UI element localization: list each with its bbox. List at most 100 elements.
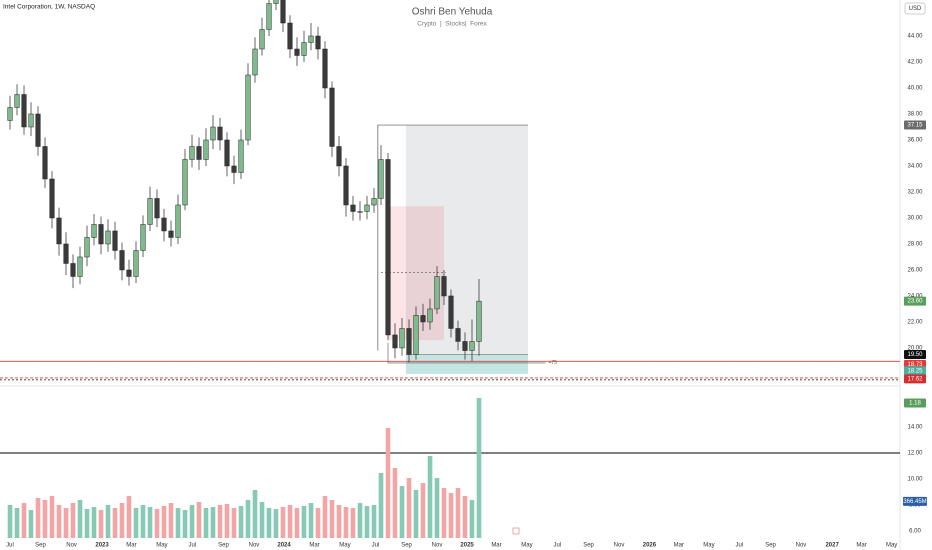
- x-tick-label: 2025: [460, 543, 474, 549]
- y-tick-label: 24.00: [907, 294, 923, 300]
- x-tick-label: Jul: [6, 543, 14, 549]
- price-label-bg: [904, 296, 926, 306]
- candle-body: [238, 139, 244, 173]
- candle-body: [455, 328, 461, 342]
- price-label-bg: [904, 374, 926, 384]
- candle-body: [189, 146, 195, 160]
- candle-body: [420, 315, 426, 323]
- candle-body: [462, 341, 468, 351]
- candle-body: [63, 243, 69, 264]
- price-label: 17.62: [907, 376, 923, 382]
- volume-bar: [392, 468, 398, 538]
- y-tick-label: 20.00: [907, 346, 923, 352]
- candle-body: [357, 211, 363, 213]
- volume-bar: [105, 505, 111, 538]
- volume-bar: [266, 508, 272, 538]
- volume-bar: [448, 493, 454, 538]
- candle-body: [322, 48, 328, 89]
- volume-bar: [245, 500, 251, 538]
- candle-body: [413, 315, 419, 355]
- price-label: 19.50: [907, 352, 923, 358]
- volume-bar: [329, 500, 335, 538]
- x-tick-label: Nov: [614, 543, 625, 549]
- y2-tick-label: 6.00: [909, 529, 921, 535]
- icon[interactable]: [512, 527, 520, 535]
- x-tick-label: Sep: [218, 543, 229, 549]
- price-label: 37.15: [907, 123, 923, 129]
- volume-bar: [224, 504, 230, 538]
- x-tick-label: Sep: [401, 543, 412, 549]
- y-tick-label: 36.00: [907, 138, 923, 144]
- x-tick-label: Sep: [35, 543, 46, 549]
- price-label-bg: [904, 349, 926, 359]
- volume-bar: [238, 506, 244, 538]
- candle-body: [315, 35, 321, 50]
- currency[interactable]: USD: [909, 6, 922, 12]
- volume-bar: [231, 508, 237, 538]
- candle-body: [98, 224, 104, 245]
- candle-body: [259, 29, 265, 50]
- chart-title: Intel Corporation, 1W, NASDAQ: [3, 4, 95, 11]
- x-tick-label: Jul: [189, 543, 197, 549]
- volume-bar: [294, 508, 300, 538]
- candle-body: [42, 146, 48, 180]
- x-tick-label: Jul: [554, 543, 562, 549]
- candle-body: [210, 126, 216, 141]
- bracket: [387, 342, 546, 364]
- y-tick-label: 28.00: [907, 242, 923, 248]
- volume-bar: [343, 507, 349, 538]
- price-label-bg: [904, 366, 926, 376]
- candle-body: [245, 74, 251, 141]
- candle-body: [364, 204, 370, 212]
- x-tick-label: May: [521, 543, 532, 549]
- candle-body: [273, 0, 279, 4]
- x-tick-label: Mar: [126, 543, 136, 549]
- volume-bar: [476, 398, 482, 538]
- candle-body: [14, 94, 20, 108]
- y-tick-label: 44.00: [907, 34, 923, 40]
- currency-box[interactable]: [904, 2, 926, 15]
- volume-bar: [441, 488, 447, 538]
- candle-body: [469, 341, 475, 351]
- candle-body: [378, 159, 384, 199]
- volume-bar: [252, 490, 258, 538]
- volume-bar: [182, 510, 188, 538]
- x-tick-label: 2024: [277, 543, 291, 549]
- volume-bar: [70, 503, 76, 538]
- candle-body: [119, 250, 125, 271]
- x-tick-label: Nov: [249, 543, 260, 549]
- volume-bar: [434, 478, 440, 538]
- candle-body: [406, 328, 412, 355]
- candle-body: [84, 237, 90, 258]
- volume-bar: [147, 507, 153, 538]
- x-tick-label: Nov: [796, 543, 807, 549]
- y2-tick-label: 12.00: [907, 451, 923, 457]
- candle-body: [70, 263, 76, 277]
- volume-bar: [315, 508, 321, 538]
- x-tick-label: May: [156, 543, 167, 549]
- candle-body: [476, 300, 482, 342]
- price-label: 23.60: [907, 299, 923, 305]
- candle-body: [182, 159, 188, 206]
- pane-label-bg: [903, 496, 927, 506]
- candle-body: [56, 217, 62, 245]
- volume-bar: [385, 428, 391, 538]
- volume-bar: [77, 500, 83, 538]
- x-tick-label: Jul: [736, 543, 744, 549]
- volume-bar: [399, 486, 405, 538]
- price-label: 18.25: [907, 368, 923, 374]
- candle-body: [196, 146, 202, 160]
- y-tick-label: 30.00: [907, 216, 923, 222]
- candle-body: [301, 42, 307, 56]
- pane-label: 1.18: [909, 401, 921, 407]
- x-tick-label: 2027: [825, 543, 839, 549]
- candle-body: [77, 256, 83, 277]
- volume-bar: [350, 508, 356, 538]
- candle-body: [280, 0, 286, 24]
- volume-bar: [462, 496, 468, 538]
- volume-bar: [217, 505, 223, 538]
- y-tick-label: 38.00: [907, 112, 923, 118]
- volume-bar: [91, 507, 97, 538]
- x-tick-label: Jul: [372, 543, 380, 549]
